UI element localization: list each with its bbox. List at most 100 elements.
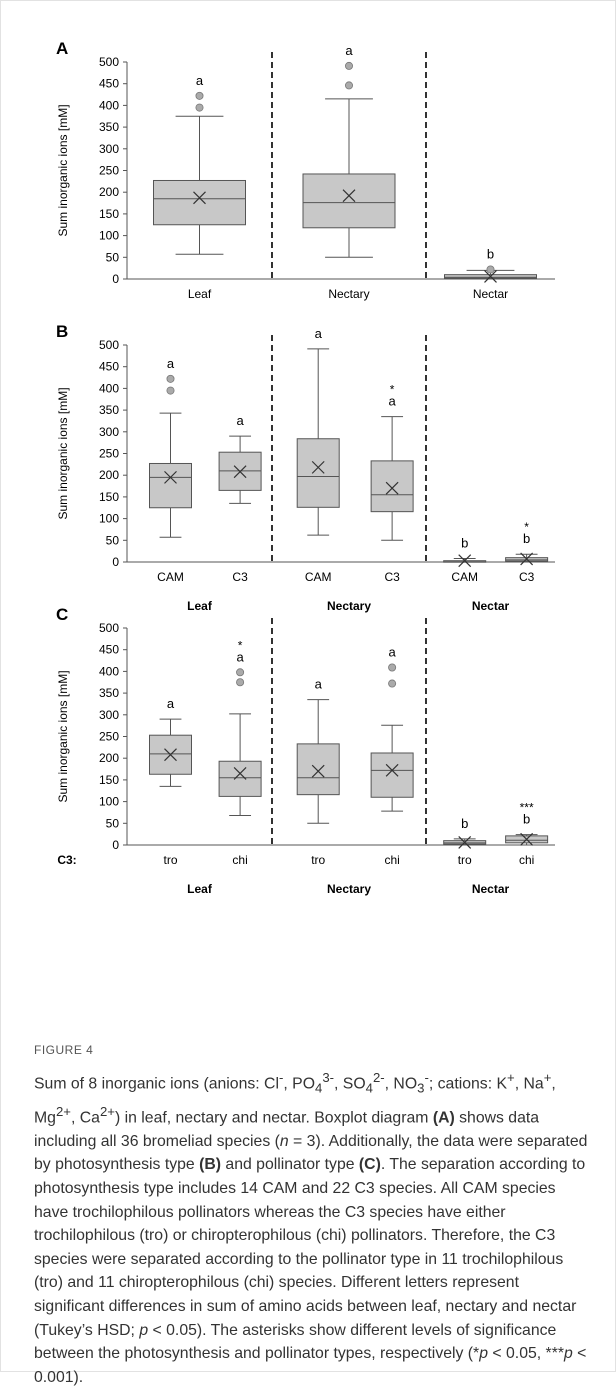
x-category-label: tro	[163, 853, 177, 867]
box-leaf-tro: a tro	[149, 696, 192, 867]
x-group-label: Nectary	[327, 882, 371, 896]
y-tick-label: 50	[106, 250, 120, 264]
significance-letter: a	[196, 73, 204, 88]
outlier-point	[236, 678, 245, 687]
iqr-box	[296, 743, 340, 796]
box-nectary-nectary: a Nectary	[302, 43, 396, 301]
box-nectar-chi: b*** chi	[505, 801, 549, 867]
y-tick-label: 400	[99, 381, 119, 395]
iqr-box	[218, 760, 262, 797]
significance-letter: b	[461, 536, 468, 551]
box-nectary-tro: a tro	[296, 677, 340, 867]
y-tick-label: 350	[99, 120, 119, 134]
y-tick-label: 50	[106, 533, 120, 547]
y-tick-label: 500	[99, 338, 119, 352]
x-category-label: CAM	[451, 570, 478, 584]
box-nectar-c3: b* C3	[505, 520, 549, 584]
box-leaf-leaf: a Leaf	[153, 73, 246, 301]
y-tick-label: 300	[99, 142, 119, 156]
mean-marker	[233, 465, 247, 479]
outlier-point	[236, 668, 245, 677]
x-category-label: Nectary	[328, 287, 369, 301]
x-category-label: C3	[384, 570, 400, 584]
y-tick-label: 200	[99, 468, 119, 482]
mean-marker	[193, 191, 206, 205]
x-category-label: tro	[458, 853, 472, 867]
panel-letter: A	[56, 39, 68, 58]
y-tick-label: 350	[99, 403, 119, 417]
y-tick-label: 50	[106, 816, 120, 830]
y-tick-label: 250	[99, 447, 119, 461]
x-group-label: Nectar	[472, 882, 510, 896]
outlier-point	[166, 374, 175, 383]
y-tick-label: 350	[99, 686, 119, 700]
mean-marker	[311, 764, 325, 778]
y-tick-label: 250	[99, 730, 119, 744]
y-axis-label: Sum inorganic ions [mM]	[56, 387, 70, 519]
mean-marker	[164, 470, 177, 484]
iqr-box	[296, 438, 340, 508]
y-tick-label: 0	[112, 272, 119, 286]
box-nectary-chi: a chi	[370, 644, 414, 867]
mean-marker	[458, 554, 472, 568]
box-leaf-cam: a CAM	[149, 356, 192, 584]
iqr-box	[302, 173, 396, 229]
mean-marker	[385, 763, 399, 777]
y-tick-label: 450	[99, 643, 119, 657]
y-tick-label: 500	[99, 621, 119, 635]
iqr-box	[370, 752, 414, 798]
mean-marker	[385, 481, 399, 495]
box-nectar-cam: b CAM	[443, 536, 487, 584]
significance-letter: b	[523, 812, 530, 827]
mean-marker	[233, 766, 247, 780]
x-group-label: Leaf	[187, 599, 213, 613]
significance-letter: b	[461, 816, 468, 831]
outlier-point	[166, 386, 175, 395]
mean-marker	[458, 835, 472, 849]
box-nectar-nectar: b Nectar	[444, 246, 537, 301]
box-leaf-c3: a C3	[218, 413, 262, 584]
x-group-label: Nectar	[472, 599, 510, 613]
mean-marker	[164, 748, 177, 762]
x-category-label: tro	[311, 853, 325, 867]
mean-marker	[342, 189, 356, 203]
outlier-point	[195, 91, 204, 100]
significance-letter: a	[389, 394, 397, 409]
x-category-label: CAM	[157, 570, 184, 584]
iqr-box	[153, 179, 246, 226]
significance-letter: b	[523, 531, 530, 546]
y-axis-label: Sum inorganic ions [mM]	[56, 670, 70, 802]
outlier-point	[486, 265, 495, 274]
x-category-label: Nectar	[473, 287, 508, 301]
y-tick-label: 150	[99, 773, 119, 787]
significance-stars: ***	[520, 801, 534, 815]
y-tick-label: 100	[99, 229, 119, 243]
mean-marker	[520, 832, 534, 846]
mean-marker	[484, 269, 497, 283]
figure-label: FIGURE 4	[34, 1043, 94, 1057]
x-category-label: chi	[519, 853, 534, 867]
outlier-point	[388, 679, 397, 688]
y-tick-label: 450	[99, 77, 119, 91]
y-tick-label: 300	[99, 708, 119, 722]
x-group-label: Leaf	[187, 882, 213, 896]
significance-letter: a	[315, 677, 323, 692]
x-category-label: CAM	[305, 570, 332, 584]
x-category-label: chi	[232, 853, 247, 867]
outlier-point	[388, 663, 397, 672]
x-category-label: C3	[232, 570, 248, 584]
y-tick-label: 500	[99, 55, 119, 69]
significance-stars: *	[390, 383, 395, 397]
significance-letter: b	[487, 246, 494, 261]
significance-letter: a	[315, 326, 323, 341]
iqr-box	[149, 462, 192, 509]
outlier-point	[344, 61, 353, 70]
y-tick-label: 150	[99, 207, 119, 221]
y-tick-label: 0	[112, 555, 119, 569]
mean-marker	[311, 460, 325, 474]
panel-a: A 0 50 100 150 200 250 300 350 400 450 500 Sum inorg…	[56, 39, 555, 301]
significance-letter: a	[236, 649, 244, 664]
figure-caption: Sum of 8 inorganic ions (anions: Cl-, PO…	[34, 1070, 588, 1386]
